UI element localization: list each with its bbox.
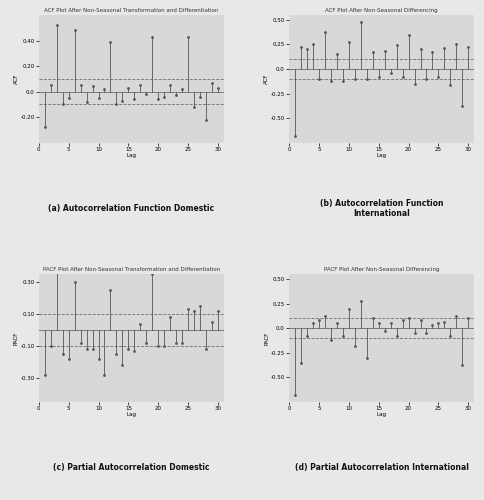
Text: (b) Autocorrelation Function
International: (b) Autocorrelation Function Internation…	[320, 198, 443, 218]
Title: ACF Plot After Non-Seasonal Transformation and Differentiation: ACF Plot After Non-Seasonal Transformati…	[44, 8, 219, 13]
Text: (c) Partial Autocorrelation Domestic: (c) Partial Autocorrelation Domestic	[53, 463, 210, 472]
X-axis label: Lag: Lag	[126, 153, 136, 158]
Y-axis label: ACF: ACF	[14, 74, 19, 84]
Title: PACF Plot After Non-Seasonal Transformation and Differentiation: PACF Plot After Non-Seasonal Transformat…	[43, 268, 220, 272]
Text: (a) Autocorrelation Function Domestic: (a) Autocorrelation Function Domestic	[48, 204, 214, 213]
Title: ACF Plot After Non-Seasonal Differencing: ACF Plot After Non-Seasonal Differencing	[325, 8, 438, 13]
X-axis label: Lag: Lag	[377, 412, 387, 418]
Text: (d) Partial Autocorrelation International: (d) Partial Autocorrelation Internationa…	[295, 463, 469, 472]
X-axis label: Lag: Lag	[126, 412, 136, 418]
Y-axis label: PACF: PACF	[264, 332, 269, 344]
Y-axis label: PACF: PACF	[14, 332, 19, 344]
Y-axis label: ACF: ACF	[264, 74, 269, 84]
X-axis label: Lag: Lag	[377, 153, 387, 158]
Title: PACF Plot After Non-Seasonal Differencing: PACF Plot After Non-Seasonal Differencin…	[324, 268, 439, 272]
